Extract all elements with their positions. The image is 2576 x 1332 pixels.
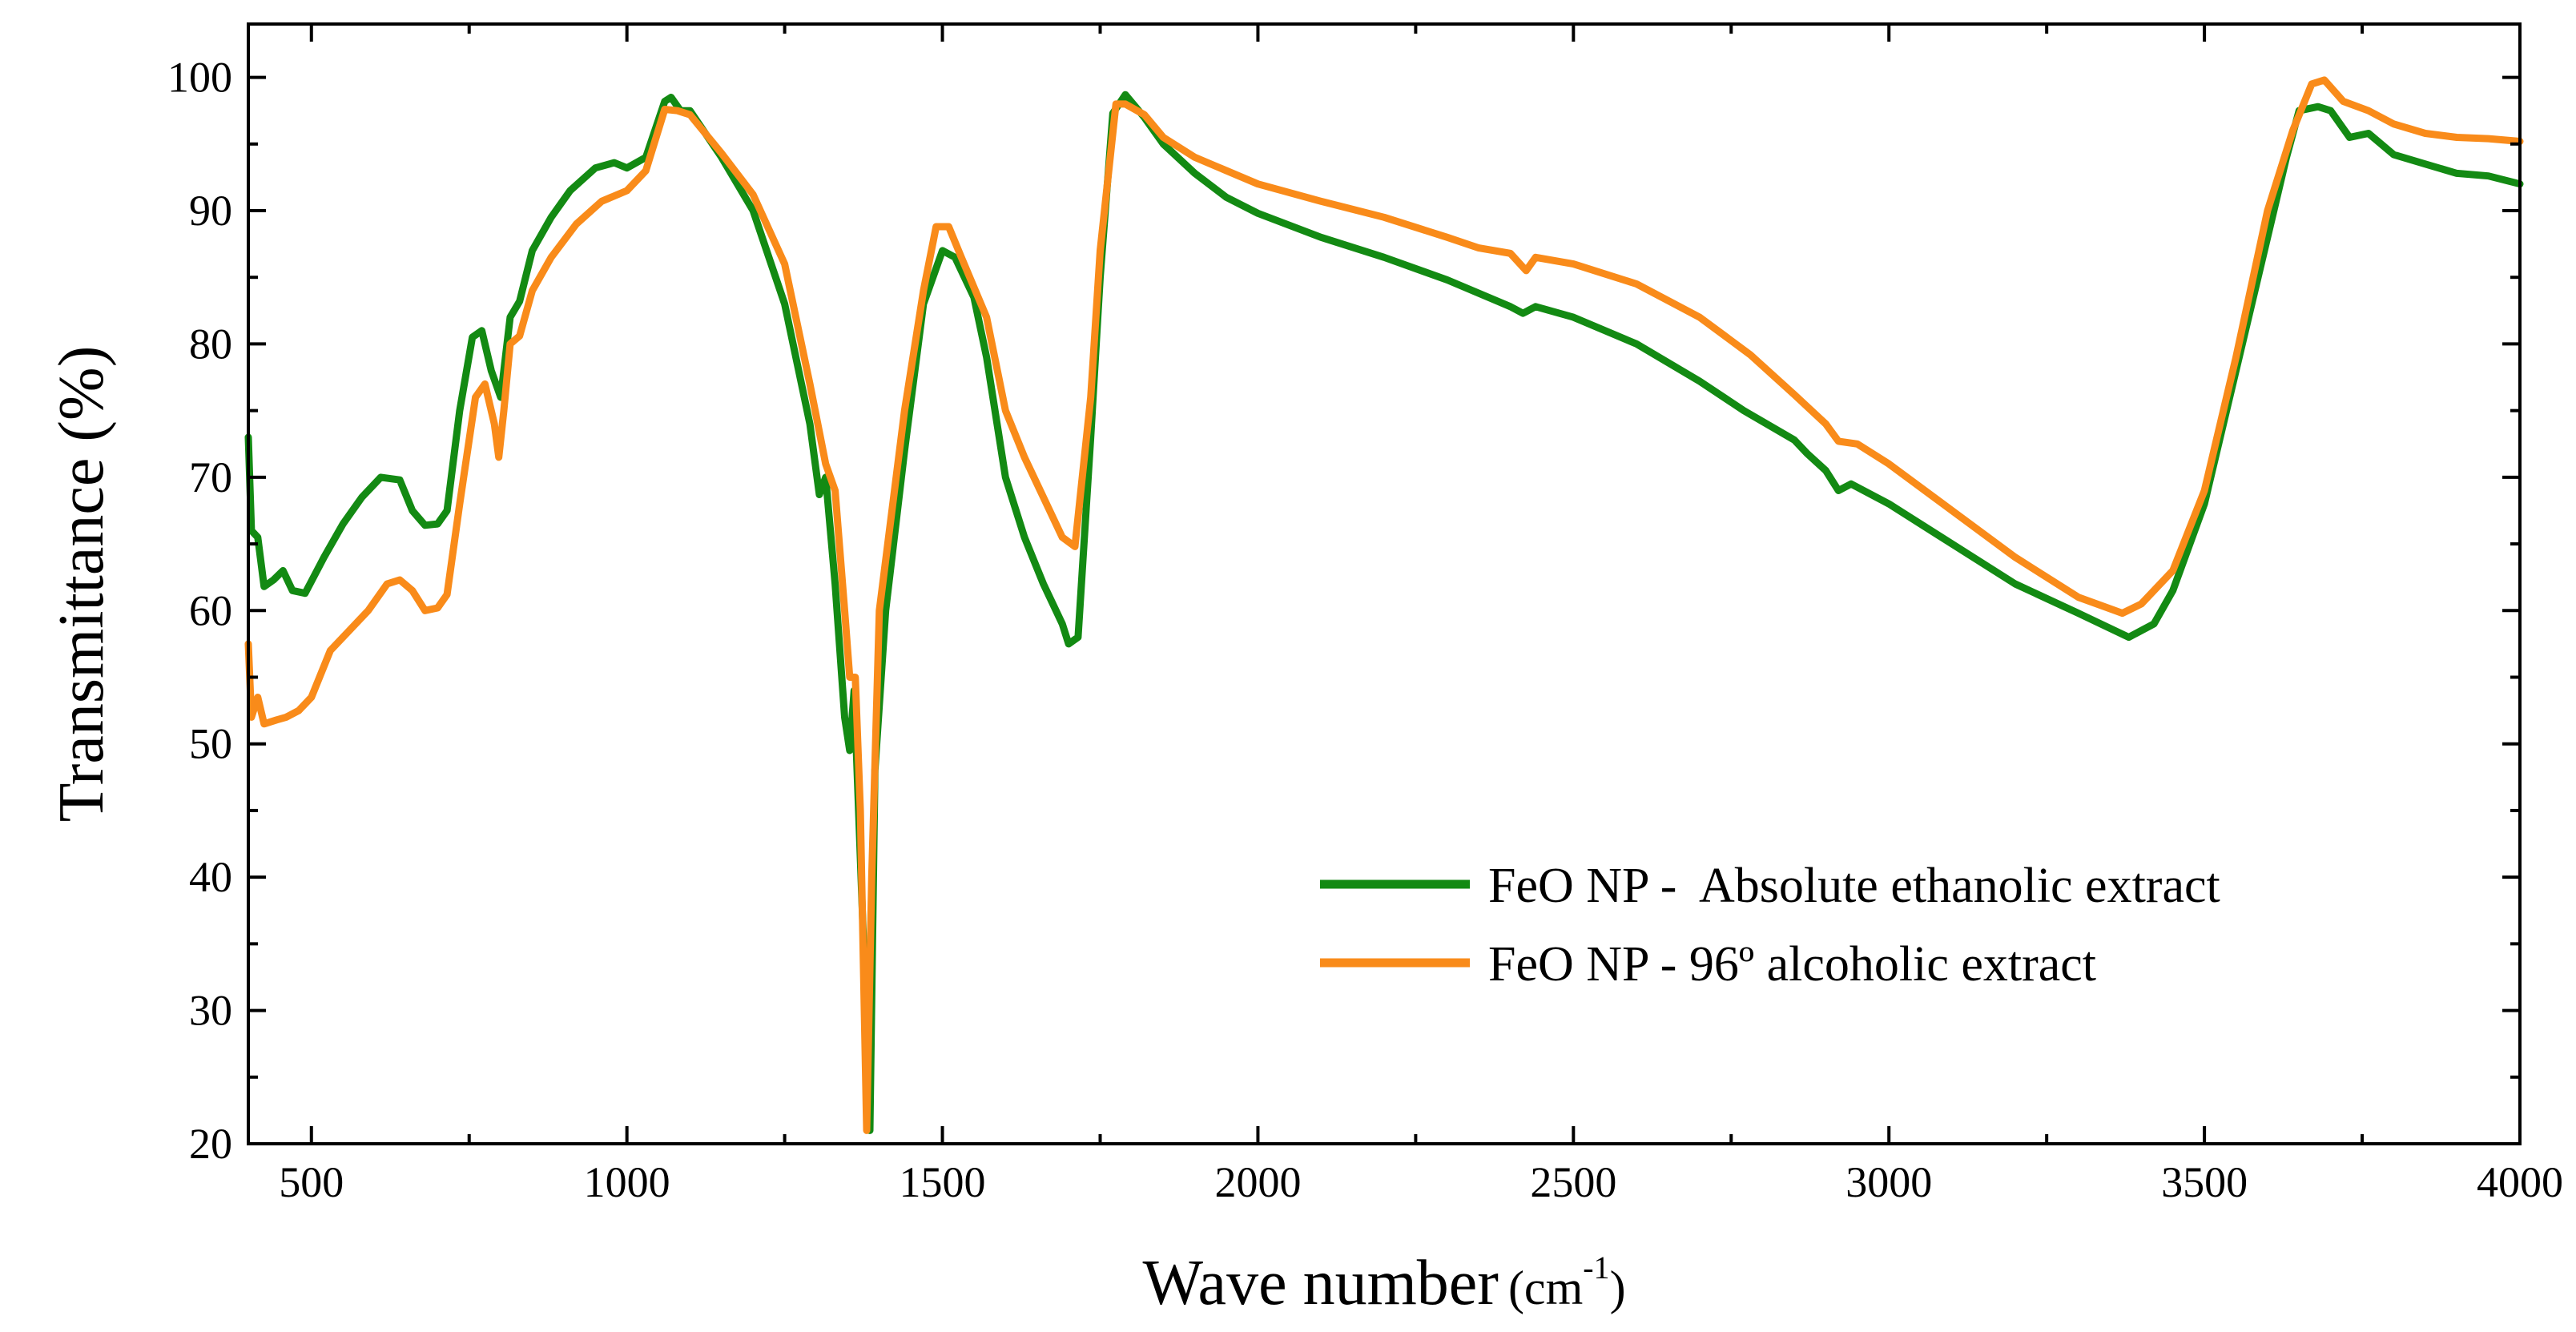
legend: FeO NP - Absolute ethanolic extract FeO … [1320,859,2220,992]
x-tick-label: 500 [279,1158,344,1206]
legend-label-96-alcoholic: FeO NP - 96º alcoholic extract [1488,937,2096,992]
x-tick-label: 1000 [584,1158,670,1206]
x-tick-label: 4000 [2477,1158,2563,1206]
y-tick-label: 30 [189,987,232,1035]
y-tick-label: 70 [189,453,232,501]
y-tick-label: 100 [167,54,232,102]
x-tick-label: 3000 [1845,1158,1932,1206]
y-tick-label: 60 [189,586,232,634]
y-tick-label: 20 [189,1120,232,1168]
series-line-absolute-ethanolic [244,91,2524,1134]
x-tick-label: 2500 [1530,1158,1616,1206]
series-line-96-alcoholic [244,76,2524,1134]
y-axis-title: Transmittance (%) [46,346,117,823]
y-tick-label: 90 [189,187,232,235]
x-tick-label: 2000 [1214,1158,1301,1206]
plot-frame [247,22,2522,1145]
x-tick-label: 1500 [900,1158,986,1206]
y-tick-label: 80 [189,320,232,368]
y-tick-label: 50 [189,720,232,768]
legend-label-absolute-ethanolic: FeO NP - Absolute ethanolic extract [1488,859,2220,913]
x-tick-label: 3500 [2161,1158,2248,1206]
x-axis-title: Wave number (cm-1) [1142,1248,1625,1318]
y-tick-label: 40 [189,853,232,901]
